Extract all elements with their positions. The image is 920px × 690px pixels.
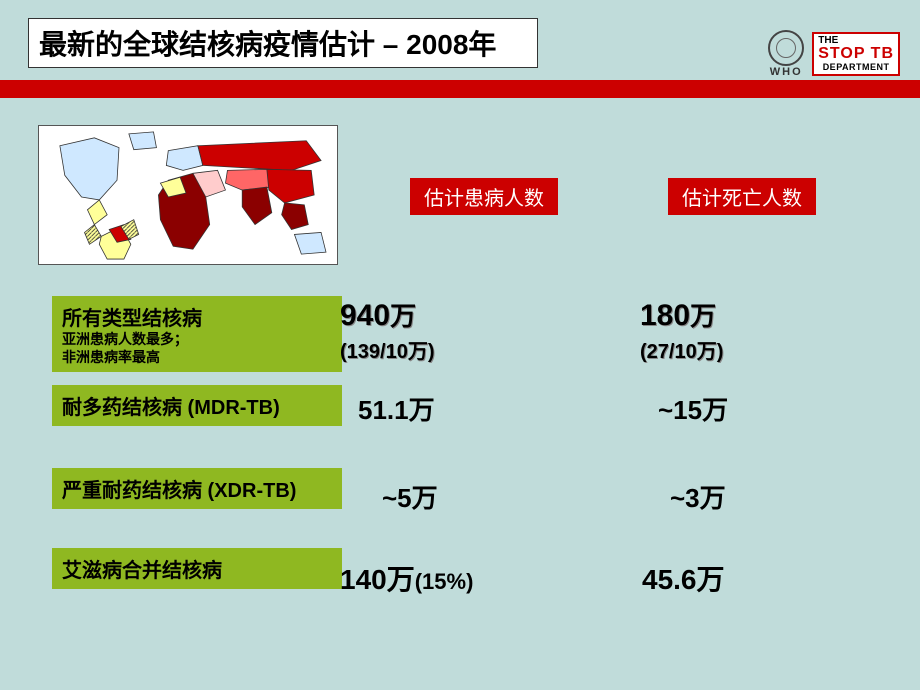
row-label-xdr: 严重耐药结核病 (XDR-TB): [52, 468, 342, 509]
row2-cases: 51.1万: [358, 390, 435, 427]
row-label-mdr: 耐多药结核病 (MDR-TB): [52, 385, 342, 426]
row1-deaths-num: 180: [640, 299, 690, 332]
row1-cases-rate: (139/10万): [340, 335, 435, 364]
who-logo: WHO: [766, 30, 806, 78]
row2-label-main: 耐多药结核病 (MDR-TB): [62, 391, 332, 420]
row1-label-main: 所有类型结核病: [62, 302, 332, 331]
stop-tb-logo: THE STOP TB DEPARTMENT: [812, 32, 900, 77]
stoptb-line2: STOP TB: [818, 46, 894, 63]
column-header-cases: 估计患病人数: [410, 178, 558, 215]
row1-deaths-rate: (27/10万): [640, 335, 723, 364]
row4-deaths: 45.6万: [642, 558, 725, 598]
accent-bar: [0, 80, 920, 98]
title-bar: 最新的全球结核病疫情估计 – 2008年: [28, 18, 538, 68]
row2-deaths: ~15万: [658, 390, 728, 427]
row1-label-sub1: 亚洲患病人数最多；: [62, 331, 332, 349]
who-emblem-icon: [768, 30, 804, 66]
row1-deaths: 180万 (27/10万): [640, 296, 723, 364]
row4-cases: 140万(15%): [340, 558, 473, 598]
row4-cases-unit: 万: [387, 564, 415, 595]
row4-cases-pct: (15%): [415, 569, 474, 594]
row1-cases-num: 940: [340, 299, 390, 332]
who-label: WHO: [766, 66, 806, 78]
row1-cases-unit: 万: [390, 301, 416, 331]
row4-cases-num: 140: [340, 564, 387, 595]
world-map-icon: [38, 125, 338, 265]
row1-deaths-unit: 万: [690, 301, 716, 331]
stoptb-line3: DEPARTMENT: [818, 63, 894, 72]
row-label-all-tb: 所有类型结核病 亚洲患病人数最多； 非洲患病率最高: [52, 296, 342, 372]
row4-label-main: 艾滋病合并结核病: [62, 554, 332, 583]
logo-group: WHO THE STOP TB DEPARTMENT: [766, 30, 900, 78]
row1-label-sub2: 非洲患病率最高: [62, 349, 332, 367]
row3-label-main: 严重耐药结核病 (XDR-TB): [62, 474, 332, 503]
slide-title: 最新的全球结核病疫情估计 – 2008年: [39, 23, 496, 63]
row3-cases: ~5万: [382, 478, 438, 515]
column-header-deaths: 估计死亡人数: [668, 178, 816, 215]
row-label-hiv-tb: 艾滋病合并结核病: [52, 548, 342, 589]
world-map-svg: [39, 126, 337, 264]
row3-deaths: ~3万: [670, 478, 726, 515]
row1-cases: 940万 (139/10万): [340, 296, 435, 364]
